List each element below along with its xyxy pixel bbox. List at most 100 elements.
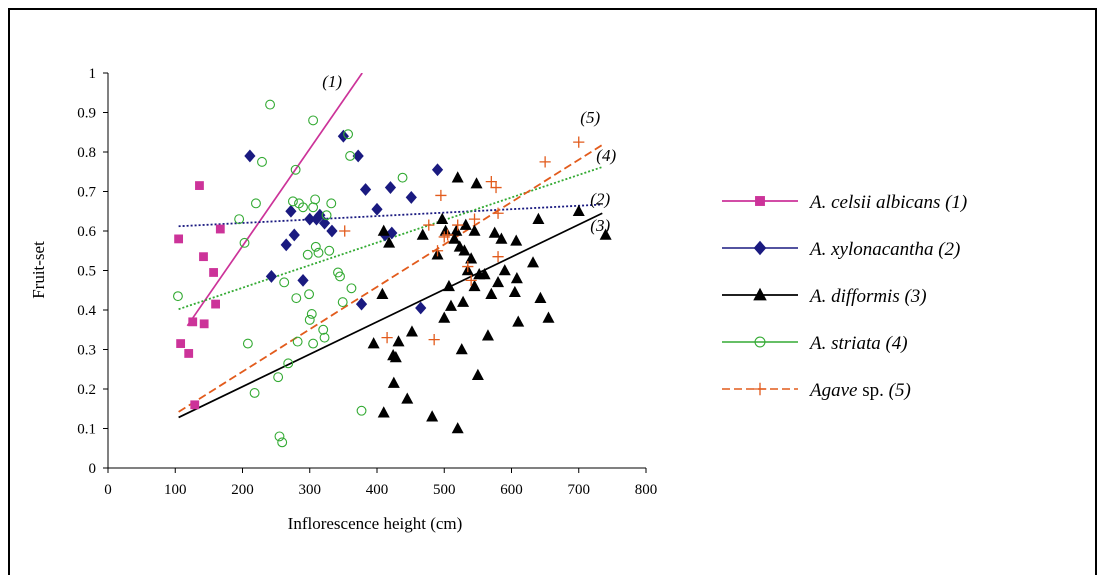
series-2-points [244,129,444,315]
data-point [265,270,278,283]
data-point [265,99,276,110]
legend-marker [753,382,767,396]
legend-marker [753,287,767,301]
data-point [367,337,380,349]
trend-line-series-1 [186,73,363,327]
trend-line-series-4 [178,166,603,311]
data-point [251,198,261,209]
data-point [318,324,329,335]
data-point [337,129,349,143]
data-point [389,351,402,363]
x-tick-label: 600 [500,482,523,498]
data-point [458,244,471,256]
data-point [239,237,250,248]
legend-item-3: A. difformis (3) [722,286,927,307]
data-point [371,202,383,216]
data-point [444,299,457,311]
data-point [242,338,253,349]
data-point [172,291,183,302]
data-point [428,334,440,346]
y-axis-ticks: 0 0.1 0.2 0.3 0.4 0.5 0.6 0.7 0.8 0.9 1 [77,66,108,477]
y-tick-label: 0.3 [77,343,96,359]
data-point [478,268,491,280]
data-point [288,228,300,242]
data-point [190,400,200,410]
data-point [401,392,414,404]
data-point [176,339,186,348]
trend-annotation-3: (3) [590,216,610,235]
data-point [310,241,321,252]
data-point [184,349,194,358]
data-point [355,297,368,311]
data-point [532,212,545,224]
data-point [337,297,348,308]
data-point [188,317,198,327]
x-tick-label: 200 [231,482,254,498]
data-point [310,194,321,205]
x-tick-label: 500 [433,482,456,498]
data-point [397,172,408,183]
data-point [405,191,417,204]
data-point [310,212,323,226]
data-point [405,325,418,337]
data-point [195,181,204,190]
legend-item-4: A. striata (4) [722,333,908,354]
data-point [510,234,523,246]
data-point [292,336,303,347]
data-point [326,198,337,209]
data-point [426,410,439,422]
legend-label: A. xylonacantha (2) [808,239,960,260]
data-point [308,338,319,349]
data-point [459,218,472,230]
y-axis-label: Fruit-set [29,241,48,299]
series-1-points [174,181,225,410]
data-point [273,372,284,383]
y-tick-label: 0.4 [77,303,96,319]
legend-label: A. difformis (3) [808,286,927,307]
y-tick-label: 0.1 [77,422,96,438]
data-point [386,226,398,240]
data-point [495,232,508,244]
data-point [572,204,585,217]
legend: A. celsii albicans (1) A. xylonacantha (2… [722,192,967,401]
data-point [539,156,551,168]
data-point [257,156,267,167]
trend-annotation-5: (5) [580,108,600,127]
data-point [471,368,484,380]
data-point [356,405,367,416]
trend-annotation-2: (2) [590,190,610,209]
data-point [470,177,483,189]
data-point [485,176,497,188]
data-point [387,376,400,388]
data-point [423,219,435,231]
data-point [377,406,390,418]
y-tick-label: 0 [89,461,97,477]
data-point [359,183,372,196]
data-point [492,275,505,288]
data-point [573,136,585,148]
data-point [304,314,315,325]
data-point [481,329,494,341]
data-point [274,431,285,442]
data-point [381,332,393,344]
data-point [304,212,316,226]
y-tick-label: 0.6 [77,224,96,240]
y-tick-label: 0.5 [77,264,96,280]
x-tick-label: 800 [635,482,658,498]
series-3-points [367,171,612,434]
data-point [302,249,313,260]
data-point [291,293,302,304]
data-point [304,289,315,300]
data-point [306,309,317,319]
trend-annotations: (1) (2) (3) (4) (5) [322,72,616,235]
data-point [277,437,288,448]
data-point [249,388,260,398]
data-point [455,343,468,355]
data-point [290,164,301,175]
data-point [431,163,444,177]
y-tick-label: 1 [89,66,97,82]
trend-annotation-4: (4) [596,146,616,165]
data-points [172,99,612,448]
data-point [488,226,501,238]
data-point [468,224,481,236]
